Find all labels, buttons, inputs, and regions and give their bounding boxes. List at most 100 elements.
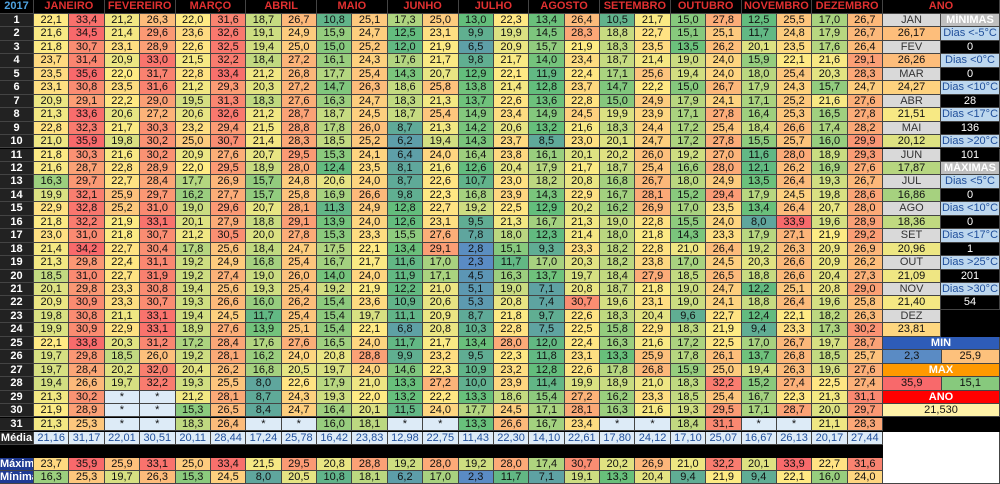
temp-cell: 15,4 [317, 296, 353, 310]
temp-cell: 28,1 [564, 404, 600, 418]
temp-cell: 16,7 [600, 188, 636, 203]
temp-cell: 24,5 [706, 256, 742, 270]
temp-cell: 29,7 [847, 404, 883, 418]
temp-cell: 22,3 [493, 14, 530, 28]
temp-cell: 17,6 [812, 40, 848, 55]
temp-cell: 15,3 [317, 229, 353, 243]
temp-cell: 15,0 [670, 14, 707, 28]
temp-cell: 14,6 [387, 363, 424, 378]
temp-cell: 17,4 [812, 121, 848, 136]
extreme-cell: 24,0 [847, 470, 883, 484]
month-label: MAR [883, 67, 941, 82]
temp-cell: 33,4 [69, 14, 105, 28]
temp-cell: 13,3 [458, 417, 494, 431]
temp-cell: 26,0 [140, 350, 176, 364]
temp-cell: 25,1 [281, 323, 317, 337]
count-label: Dias <5°C [941, 175, 1000, 189]
temp-cell: 18,3 [600, 40, 636, 55]
temp-cell: 9,7 [529, 309, 565, 324]
month-average: 21,09 [883, 269, 941, 283]
temp-cell: 13,4 [529, 14, 565, 28]
temp-cell: 33,4 [210, 67, 247, 82]
temp-cell: 33,6 [69, 108, 105, 122]
temp-cell: 22,7 [104, 269, 141, 283]
temp-cell: 23,1 [104, 40, 141, 55]
temp-cell: 16,6 [670, 161, 707, 176]
temp-cell: 21,9 [812, 229, 848, 243]
temp-cell: 28,0 [847, 202, 883, 216]
temp-cell: 23,0 [493, 175, 530, 189]
temp-cell: 23,4 [564, 54, 600, 68]
temp-cell: 30,7 [140, 229, 176, 243]
temp-cell: 19,7 [34, 350, 70, 364]
row-label: 19 [0, 256, 34, 270]
temp-cell: 16,7 [529, 417, 565, 431]
temp-cell: 8,7 [246, 390, 282, 405]
temp-cell: 18,9 [246, 161, 282, 176]
temp-cell: 28,7 [776, 404, 813, 418]
temp-cell: 22,2 [423, 390, 459, 405]
temp-cell: 13,4 [387, 242, 424, 257]
temp-cell: 18,9 [175, 323, 211, 337]
temp-cell: 22,0 [104, 67, 141, 82]
temp-cell: 24,0 [706, 67, 742, 82]
average-cell: 28,44 [210, 431, 247, 445]
temp-cell: 28,1 [635, 188, 671, 203]
temp-cell: 23,4 [493, 108, 530, 122]
month-label: JAN [883, 14, 941, 28]
temp-cell: 13,0 [458, 14, 494, 28]
temp-cell: 17,1 [741, 404, 777, 418]
temp-cell: 23,3 [104, 296, 141, 310]
row-label: 21 [0, 283, 34, 297]
temp-cell: 24,0 [423, 148, 459, 162]
extreme-cell: 20,1 [741, 457, 777, 471]
temp-cell: 25,0 [706, 363, 742, 378]
extreme-cell: 28,8 [352, 457, 388, 471]
temp-cell: 16,8 [246, 363, 282, 378]
temp-cell: 21,3 [423, 121, 459, 136]
temp-cell: 22,1 [776, 54, 813, 68]
temp-cell: 19,6 [812, 215, 848, 230]
temp-cell: 13,3 [387, 377, 424, 391]
temp-cell: 8,5 [529, 135, 565, 149]
temp-cell: 21,9 [34, 404, 70, 418]
temp-cell: 30,7 [69, 40, 105, 55]
row-label: 18 [0, 242, 34, 257]
temp-cell: 26,3 [776, 242, 813, 257]
temp-cell: 26,4 [210, 417, 247, 431]
temp-cell: 21,7 [104, 121, 141, 136]
temp-cell: * [104, 390, 141, 405]
temp-cell: 17,2 [670, 121, 707, 136]
temp-cell: 26,2 [281, 296, 317, 310]
average-cell: 25,07 [706, 431, 742, 445]
temp-cell: 14,2 [458, 121, 494, 136]
temp-cell: 23,5 [34, 67, 70, 82]
temp-cell: 29,8 [69, 283, 105, 297]
extreme-cell: 20,2 [600, 457, 636, 471]
temp-cell: 19,0 [246, 269, 282, 283]
temp-cell: 21,6 [34, 161, 70, 176]
temp-cell: 20,7 [246, 202, 282, 216]
extreme-cell: 24,5 [210, 470, 247, 484]
temp-cell: 33,9 [776, 215, 813, 230]
temp-cell: 29,8 [69, 350, 105, 364]
temp-cell: 21,1 [812, 417, 848, 431]
temp-cell: 18,7 [317, 108, 353, 122]
temp-cell: 25,6 [210, 242, 247, 257]
temp-cell: 2,3 [458, 256, 494, 270]
temp-cell: 17,7 [175, 175, 211, 189]
temp-cell: 21,3 [812, 390, 848, 405]
temp-cell: 16,9 [317, 188, 353, 203]
temp-cell: 13,4 [741, 202, 777, 216]
temp-cell: 17,2 [670, 135, 707, 149]
temp-cell: 11,9 [387, 269, 424, 283]
temp-cell: 14,3 [458, 135, 494, 149]
temp-cell: 25,4 [776, 67, 813, 82]
row-label: 3 [0, 40, 34, 55]
temp-cell: 23,3 [564, 242, 600, 257]
temp-cell: 13,5 [670, 40, 707, 55]
temp-cell: 14,9 [458, 108, 494, 122]
temp-cell: 19,9 [564, 377, 600, 391]
temp-cell: 19,0 [670, 296, 707, 310]
temp-cell: 26,7 [635, 175, 671, 189]
